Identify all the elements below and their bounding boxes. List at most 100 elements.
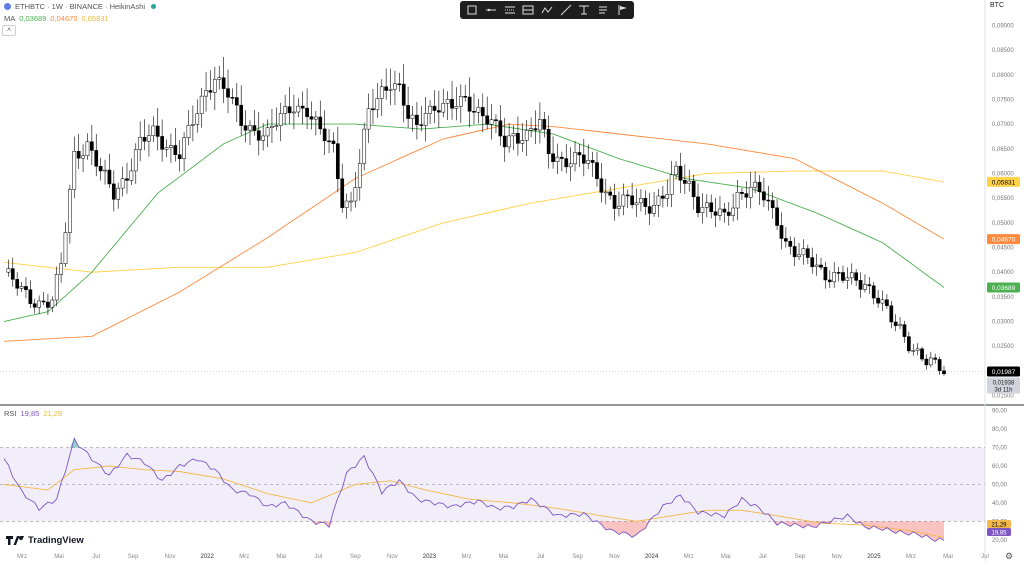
rsi-tick-label: 80,00 bbox=[992, 427, 1008, 433]
long-position-icon[interactable] bbox=[521, 3, 535, 17]
candle-up bbox=[520, 140, 525, 144]
countdown-price: 0,01938 bbox=[993, 381, 1015, 387]
candle-up bbox=[489, 119, 494, 125]
price-tick-label: 0,03000 bbox=[992, 320, 1014, 326]
candle-down bbox=[682, 180, 687, 184]
rsi-axis-badge bbox=[987, 520, 1011, 528]
candle-down bbox=[709, 202, 714, 212]
ma-legend: MA 0,03689 0,04670 0,05831 bbox=[4, 14, 109, 23]
candle-down bbox=[327, 140, 331, 143]
candle-down bbox=[243, 125, 248, 131]
ma-long-line bbox=[3, 170, 945, 273]
rectangle-icon[interactable] bbox=[465, 3, 479, 17]
candle-up bbox=[186, 124, 191, 138]
candle-down bbox=[762, 191, 766, 201]
candle-down bbox=[467, 96, 472, 112]
candle-down bbox=[726, 211, 731, 216]
collapse-legend-button[interactable]: ˄ bbox=[2, 25, 16, 36]
candle-up bbox=[476, 107, 481, 113]
candle-up bbox=[344, 200, 349, 208]
candle-up bbox=[634, 202, 639, 206]
candle-down bbox=[28, 289, 33, 304]
candle-down bbox=[770, 200, 775, 209]
time-axis-label: Mrz bbox=[17, 554, 27, 560]
candle-down bbox=[397, 83, 402, 86]
candle-down bbox=[819, 264, 823, 268]
candle-down bbox=[406, 105, 410, 119]
text-icon[interactable] bbox=[596, 3, 610, 17]
candle-down bbox=[889, 305, 894, 323]
candle-down bbox=[854, 272, 858, 281]
candle-up bbox=[428, 105, 432, 114]
candle-up bbox=[265, 127, 270, 137]
candle-up bbox=[573, 152, 577, 165]
candle-up bbox=[731, 207, 736, 216]
price-axis-badge bbox=[987, 282, 1020, 293]
candle-up bbox=[568, 163, 573, 168]
candle-up bbox=[454, 106, 459, 109]
path-icon[interactable] bbox=[540, 3, 554, 17]
brush-icon[interactable] bbox=[615, 3, 629, 17]
candle-down bbox=[907, 336, 911, 352]
time-axis-label: Mai bbox=[276, 554, 286, 560]
ma-short-value: 0,03689 bbox=[19, 14, 47, 23]
time-axis-label: Mrz bbox=[239, 554, 249, 560]
candle-down bbox=[564, 158, 569, 168]
candle-up bbox=[393, 83, 397, 90]
candle-up bbox=[538, 119, 542, 131]
candle-up bbox=[388, 88, 393, 91]
candle-up bbox=[278, 113, 283, 126]
time-axis-label: Nov bbox=[609, 554, 620, 560]
ma-long-value: 0,05831 bbox=[81, 14, 109, 23]
candle-down bbox=[516, 133, 520, 144]
settings-gear-icon[interactable]: ⚙ bbox=[1005, 551, 1014, 561]
candle-down bbox=[111, 183, 116, 200]
candle-down bbox=[836, 272, 841, 274]
time-axis-label: 2022 bbox=[201, 554, 215, 560]
candle-down bbox=[94, 150, 99, 167]
candle-down bbox=[32, 303, 37, 308]
price-tick-label: 0,07000 bbox=[992, 122, 1014, 128]
candle-up bbox=[116, 187, 121, 200]
candle-up bbox=[524, 129, 529, 141]
candle-down bbox=[239, 104, 244, 126]
rsi-label[interactable]: RSI bbox=[4, 409, 17, 418]
candle-up bbox=[603, 191, 608, 194]
time-axis-label: Sep bbox=[350, 554, 361, 560]
trend-line-icon[interactable] bbox=[559, 3, 573, 17]
candle-down bbox=[437, 110, 441, 113]
symbol-title[interactable]: ETHBTC · 1W · BINANCE · HeikinAshi bbox=[15, 2, 146, 11]
candle-down bbox=[318, 116, 323, 130]
horizontal-line-icon[interactable] bbox=[484, 3, 498, 17]
rsi-tick-label: 20,00 bbox=[992, 538, 1008, 544]
ma-label[interactable]: MA bbox=[4, 14, 16, 23]
candle-up bbox=[353, 187, 358, 202]
candle-up bbox=[314, 116, 318, 120]
channel-icon[interactable] bbox=[503, 3, 517, 17]
candle-up bbox=[195, 113, 200, 125]
price-tick-label: 0,03500 bbox=[992, 295, 1014, 301]
candle-down bbox=[309, 116, 314, 120]
candle-down bbox=[744, 193, 749, 198]
candle-up bbox=[801, 248, 806, 256]
fib-retracement-icon[interactable] bbox=[577, 3, 591, 17]
candle-down bbox=[630, 195, 634, 206]
time-axis-label: Jul bbox=[759, 554, 767, 560]
price-tick-label: 0,02500 bbox=[992, 344, 1014, 350]
time-axis-label: Jul bbox=[314, 554, 322, 560]
candle-down bbox=[125, 178, 129, 181]
tradingview-logo[interactable]: TradingView bbox=[6, 535, 84, 546]
rsi-value: 19,85 bbox=[20, 409, 40, 418]
candle-down bbox=[581, 154, 586, 164]
candle-up bbox=[718, 208, 722, 216]
price-tick-label: 0,04000 bbox=[992, 270, 1014, 276]
candle-down bbox=[920, 348, 924, 360]
currency-label[interactable]: BTC bbox=[990, 2, 1004, 9]
market-status-icon bbox=[151, 4, 157, 9]
time-axis-label: Mai bbox=[721, 554, 731, 560]
candle-up bbox=[164, 147, 169, 150]
candle-down bbox=[480, 107, 485, 117]
time-axis-label: Mai bbox=[54, 554, 64, 560]
